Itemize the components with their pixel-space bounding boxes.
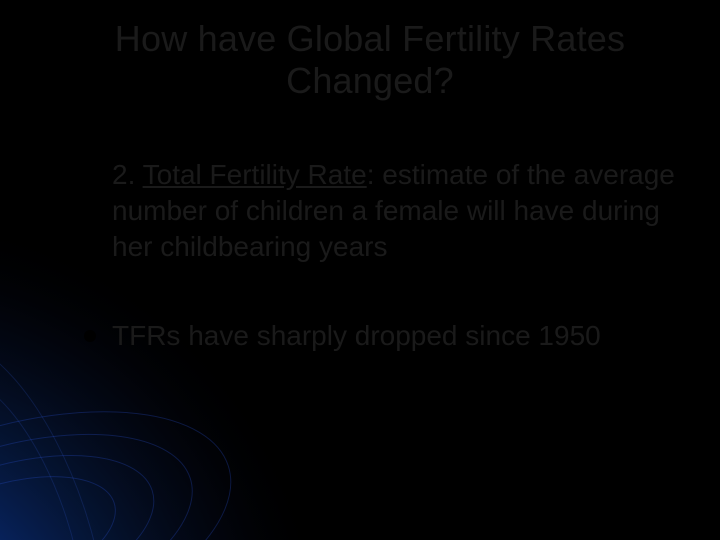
bullet-icon [84,169,96,181]
list-item: TFRs have sharply dropped since 1950 [84,318,680,354]
slide-container: How have Global Fertility Rates Changed?… [0,0,720,540]
bullet-list: 2. Total Fertility Rate: estimate of the… [60,157,680,354]
list-item: 2. Total Fertility Rate: estimate of the… [84,157,680,264]
bullet-prefix: 2. [112,159,143,190]
bullet-rest: TFRs have sharply dropped since 1950 [112,320,601,351]
bullet-text: 2. Total Fertility Rate: estimate of the… [112,157,680,264]
bullet-icon [84,330,96,342]
slide-title: How have Global Fertility Rates Changed? [60,18,680,103]
bullet-underlined: Total Fertility Rate [143,159,367,190]
bullet-text: TFRs have sharply dropped since 1950 [112,318,680,354]
